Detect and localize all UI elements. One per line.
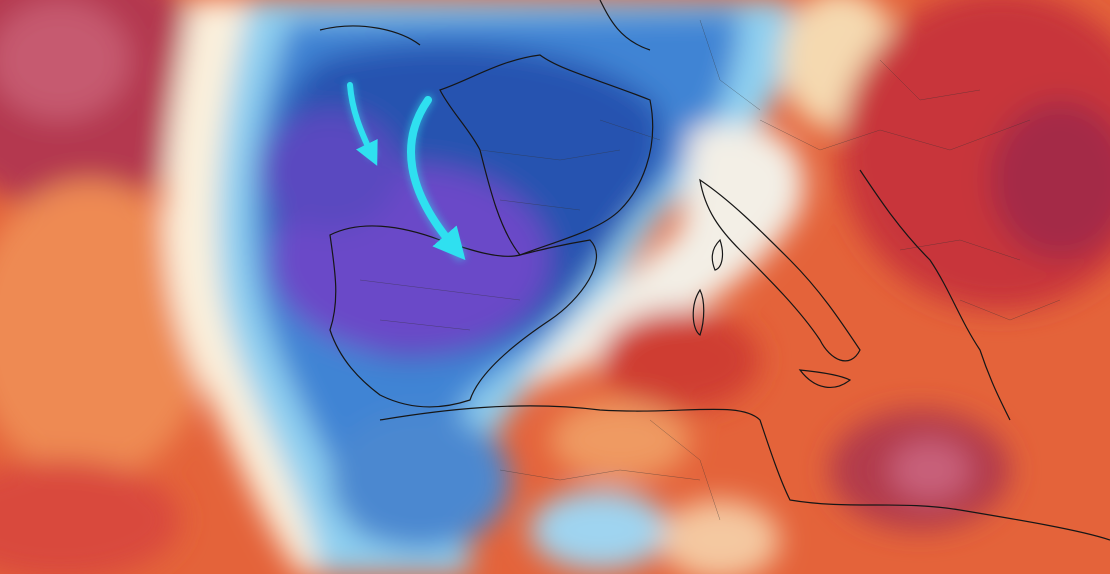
coastlines bbox=[319, 0, 1110, 541]
flow-arrows bbox=[346, 81, 466, 261]
borders bbox=[359, 19, 1061, 521]
